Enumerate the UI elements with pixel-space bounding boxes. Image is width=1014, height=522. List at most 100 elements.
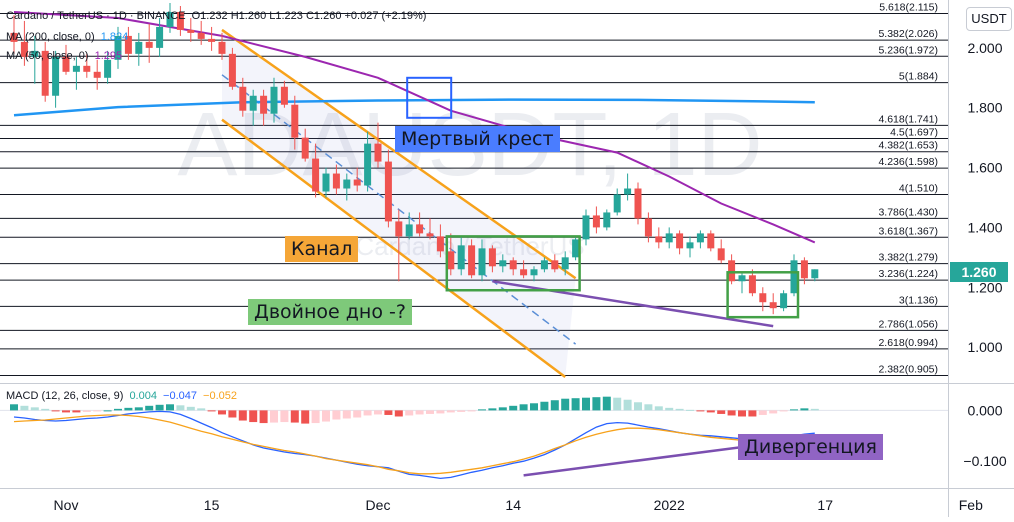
- candle-body[interactable]: [416, 224, 424, 234]
- candle-body[interactable]: [592, 215, 600, 228]
- candle-body[interactable]: [520, 269, 528, 276]
- candle-body[interactable]: [769, 302, 777, 309]
- candle-body[interactable]: [218, 41, 226, 54]
- legend-macd-row[interactable]: MACD (12, 26, close, 9) 0.004 −0.047 −0.…: [6, 390, 237, 402]
- candle-body[interactable]: [665, 233, 673, 243]
- candle-body[interactable]: [135, 41, 143, 54]
- legend-ma50-label: MA (50, close, 0): [6, 50, 89, 62]
- candle-body[interactable]: [228, 53, 236, 87]
- candle-body[interactable]: [624, 188, 632, 195]
- candle-body[interactable]: [374, 143, 382, 162]
- candle-body[interactable]: [488, 248, 496, 267]
- pattern-box-1[interactable]: [445, 235, 581, 292]
- fib-level-label: 2.786(1.056): [878, 318, 938, 330]
- candle-body[interactable]: [364, 143, 372, 186]
- candle-body[interactable]: [644, 218, 652, 237]
- candle-body[interactable]: [384, 161, 392, 222]
- candle-body[interactable]: [197, 32, 205, 39]
- candle-body[interactable]: [270, 86, 278, 114]
- candle-body[interactable]: [509, 260, 517, 270]
- candle-body[interactable]: [717, 248, 725, 261]
- annotation-divergence[interactable]: Дивергенция: [738, 434, 883, 460]
- currency-button[interactable]: USDT: [966, 7, 1012, 31]
- macd-histogram-bar: [176, 405, 185, 411]
- channel-lower-line[interactable]: [221, 118, 566, 379]
- candle-body[interactable]: [790, 260, 798, 294]
- candle-body[interactable]: [655, 236, 663, 243]
- macd-histogram-bar: [394, 410, 403, 417]
- candle-body[interactable]: [166, 11, 174, 27]
- candle-body[interactable]: [561, 257, 569, 270]
- candle-body[interactable]: [457, 245, 465, 270]
- candle-body[interactable]: [468, 245, 476, 276]
- candle-body[interactable]: [332, 173, 340, 189]
- candle-body[interactable]: [176, 11, 184, 30]
- candle-body[interactable]: [676, 233, 684, 249]
- candle-body[interactable]: [405, 224, 413, 237]
- candle-body[interactable]: [291, 104, 299, 138]
- candle-body[interactable]: [31, 50, 39, 57]
- candle-body[interactable]: [540, 260, 548, 270]
- legend-ma200-row[interactable]: MA (200, close, 0) 1.824: [6, 31, 128, 43]
- candle-body[interactable]: [145, 41, 153, 48]
- candle-body[interactable]: [156, 26, 164, 48]
- candle-body[interactable]: [447, 251, 455, 270]
- support-trend-line[interactable]: [492, 280, 774, 328]
- candle-body[interactable]: [52, 56, 60, 96]
- candle-body[interactable]: [780, 293, 788, 309]
- annotation-double-bottom[interactable]: Двойное дно -?: [248, 299, 412, 325]
- candle-body[interactable]: [436, 236, 444, 252]
- candle-body[interactable]: [696, 233, 704, 243]
- candle-body[interactable]: [551, 260, 559, 270]
- macd-histogram-bar: [675, 408, 684, 411]
- candle-body[interactable]: [83, 65, 91, 72]
- candle-body[interactable]: [20, 41, 28, 57]
- candle-body[interactable]: [114, 35, 122, 60]
- candle-body[interactable]: [353, 179, 361, 186]
- candle-body[interactable]: [530, 269, 538, 276]
- candle-body[interactable]: [322, 173, 330, 192]
- macd-line[interactable]: [13, 410, 815, 480]
- macd-signal-line[interactable]: [13, 414, 815, 475]
- candle-body[interactable]: [426, 233, 434, 237]
- candle-body[interactable]: [280, 86, 288, 105]
- candle-body[interactable]: [301, 137, 309, 159]
- candle-body[interactable]: [634, 188, 642, 219]
- candle-body[interactable]: [800, 260, 808, 279]
- candle-body[interactable]: [187, 29, 195, 33]
- candle-body[interactable]: [613, 194, 621, 213]
- macd-histogram-bar: [249, 410, 258, 423]
- candle-body[interactable]: [124, 35, 132, 54]
- candle-body[interactable]: [738, 275, 746, 282]
- candle-body[interactable]: [208, 38, 216, 42]
- annotation-death-cross[interactable]: Мертвый крест: [395, 126, 560, 152]
- candle-body[interactable]: [72, 65, 80, 72]
- candle-body[interactable]: [478, 248, 486, 276]
- candle-body[interactable]: [10, 32, 18, 42]
- candle-body[interactable]: [603, 212, 611, 228]
- death-cross-marker[interactable]: [406, 76, 453, 119]
- candle-body[interactable]: [572, 239, 580, 258]
- candle-body[interactable]: [728, 260, 736, 282]
- candle-body[interactable]: [93, 71, 101, 78]
- candle-body[interactable]: [239, 86, 247, 111]
- candle-body[interactable]: [499, 260, 507, 267]
- candle-body[interactable]: [686, 242, 694, 249]
- candle-body[interactable]: [707, 233, 715, 249]
- candle-body[interactable]: [62, 56, 70, 72]
- candle-body[interactable]: [343, 179, 351, 189]
- ma200-line[interactable]: [13, 98, 815, 117]
- candle-body[interactable]: [260, 95, 268, 114]
- annotation-channel[interactable]: Канал: [285, 236, 359, 262]
- candle-body[interactable]: [759, 293, 767, 303]
- legend-ma50-row[interactable]: MA (50, close, 0) 1.295: [6, 50, 122, 62]
- candle-body[interactable]: [811, 269, 819, 279]
- candle-body[interactable]: [41, 50, 49, 96]
- candle-body[interactable]: [249, 95, 257, 111]
- candle-body[interactable]: [582, 215, 590, 240]
- candle-body[interactable]: [395, 221, 403, 237]
- candle-body[interactable]: [104, 59, 112, 78]
- candle-body[interactable]: [748, 275, 756, 294]
- candle-body[interactable]: [312, 158, 320, 192]
- pattern-box-2[interactable]: [726, 271, 800, 319]
